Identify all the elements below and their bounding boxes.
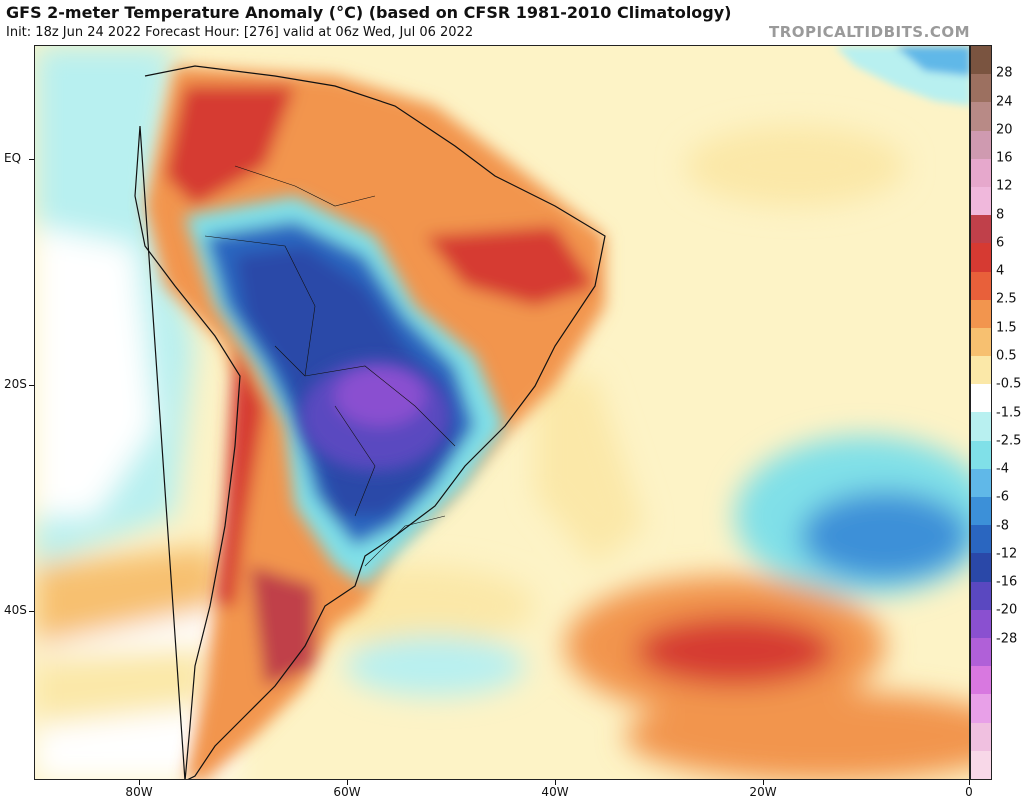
colorbar-segment bbox=[971, 412, 991, 441]
colorbar-segment bbox=[971, 215, 991, 244]
lon-tick-80w bbox=[139, 780, 140, 785]
colorbar-label: 16 bbox=[996, 150, 1013, 166]
lon-tick-40w bbox=[555, 780, 556, 785]
colorbar-segment bbox=[971, 440, 991, 469]
colorbar-segment bbox=[971, 384, 991, 413]
lat-label-20s: 20S bbox=[4, 377, 27, 391]
site-watermark: TROPICALTIDBITS.COM bbox=[769, 23, 970, 41]
country-borders bbox=[204, 165, 456, 567]
colorbar-segment bbox=[971, 666, 991, 695]
colorbar-label: -2.5 bbox=[996, 433, 1022, 449]
chart-title: GFS 2-meter Temperature Anomaly (°C) (ba… bbox=[6, 3, 732, 22]
coastline bbox=[134, 65, 606, 779]
lon-label-20w: 20W bbox=[749, 785, 777, 799]
colorbar-segment bbox=[971, 299, 991, 328]
colorbar-segment bbox=[971, 750, 991, 779]
colorbar-segment bbox=[971, 158, 991, 187]
colorbar-label: 12 bbox=[996, 178, 1013, 194]
colorbar-segment bbox=[971, 722, 991, 751]
lat-tick-20s bbox=[29, 385, 34, 386]
colorbar-segment bbox=[971, 74, 991, 103]
colorbar-label: -12 bbox=[996, 546, 1018, 562]
colorbar-label: 6 bbox=[996, 235, 1005, 251]
anomaly-map bbox=[34, 45, 970, 780]
lat-tick-40s bbox=[29, 611, 34, 612]
lat-tick-eq bbox=[29, 159, 34, 160]
colorbar-label: 4 bbox=[996, 263, 1005, 279]
colorbar-segment bbox=[971, 694, 991, 723]
colorbar-label: 2.5 bbox=[996, 291, 1017, 307]
colorbar bbox=[970, 45, 992, 780]
lat-label-40s: 40S bbox=[4, 603, 27, 617]
colorbar-label: -4 bbox=[996, 461, 1009, 477]
colorbar-segment bbox=[971, 497, 991, 526]
lon-label-0: 0 bbox=[965, 785, 973, 799]
colorbar-segment bbox=[971, 271, 991, 300]
colorbar-label: 24 bbox=[996, 94, 1013, 110]
lon-label-80w: 80W bbox=[125, 785, 153, 799]
colorbar-segment bbox=[971, 130, 991, 159]
africa-region bbox=[835, 46, 969, 106]
colorbar-segment bbox=[971, 327, 991, 357]
colorbar-label: -1.5 bbox=[996, 405, 1022, 420]
lon-tick-60w bbox=[347, 780, 348, 785]
colorbar-label: 28 bbox=[996, 65, 1013, 81]
map-svg bbox=[35, 46, 969, 779]
colorbar-segment bbox=[971, 525, 991, 554]
colorbar-segment bbox=[971, 581, 991, 610]
colorbar-segment bbox=[971, 243, 991, 272]
colorbar-label: -20 bbox=[996, 602, 1018, 618]
colorbar-label: -6 bbox=[996, 489, 1009, 505]
colorbar-segment bbox=[971, 609, 991, 638]
purple-cold-core bbox=[300, 361, 450, 471]
colorbar-label: 0.5 bbox=[996, 348, 1017, 364]
colorbar-label: 1.5 bbox=[996, 320, 1017, 336]
colorbar-label: -28 bbox=[996, 631, 1018, 647]
lon-tick-20w bbox=[763, 780, 764, 785]
lon-tick-0 bbox=[969, 780, 970, 785]
colorbar-segment bbox=[971, 356, 991, 385]
lon-label-40w: 40W bbox=[541, 785, 569, 799]
colorbar-segment bbox=[971, 102, 991, 131]
colorbar-label: -16 bbox=[996, 574, 1018, 590]
colorbar-label: 20 bbox=[996, 122, 1013, 138]
lon-label-60w: 60W bbox=[333, 785, 361, 799]
colorbar-label: -8 bbox=[996, 518, 1009, 534]
colorbar-label: -0.5 bbox=[996, 376, 1022, 392]
colorbar-segment bbox=[971, 553, 991, 582]
colorbar-segment bbox=[971, 468, 991, 497]
colorbar-segment bbox=[971, 186, 991, 216]
atlantic-anomaly-field bbox=[295, 126, 969, 779]
colorbar-segment bbox=[971, 637, 991, 667]
colorbar-label: 8 bbox=[996, 207, 1005, 223]
colorbar-segment bbox=[971, 46, 991, 75]
chart-subtitle: Init: 18z Jun 24 2022 Forecast Hour: [27… bbox=[6, 25, 474, 40]
lat-label-eq: EQ bbox=[4, 151, 22, 165]
